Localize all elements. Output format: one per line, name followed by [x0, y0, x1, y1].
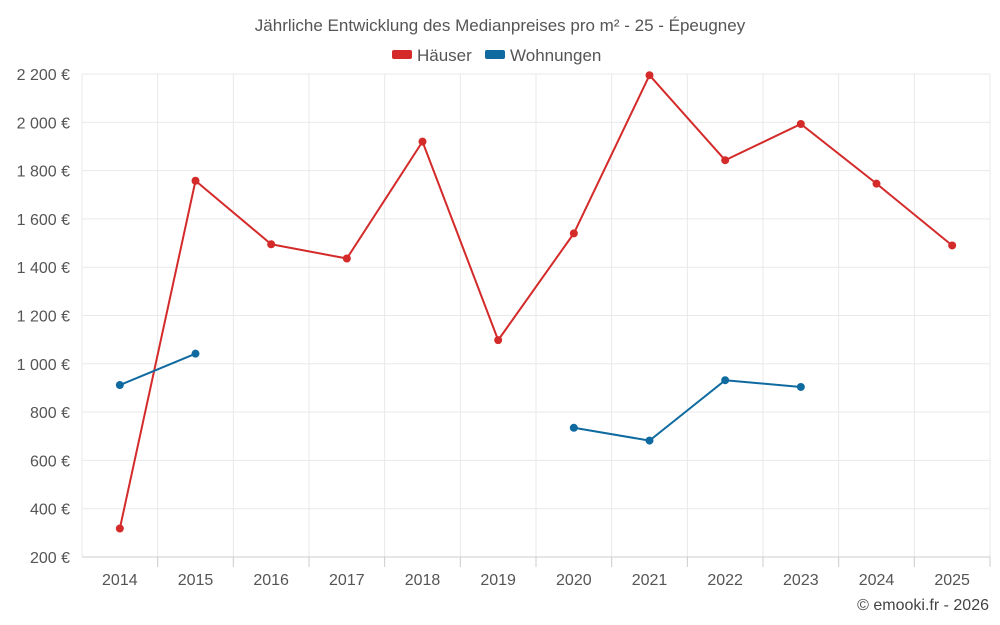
data-point[interactable]: [948, 241, 957, 250]
legend-swatch: [392, 50, 412, 59]
series-wohnungen: [115, 349, 805, 445]
y-tick-label: 800 €: [30, 405, 70, 422]
x-tick-label: 2025: [934, 572, 970, 589]
x-tick-label: 2024: [859, 572, 895, 589]
series-line: [573, 379, 801, 442]
legend-item[interactable]: Wohnungen: [485, 46, 601, 65]
series-häuser: [115, 71, 957, 533]
x-tick-label: 2019: [480, 572, 516, 589]
y-tick-label: 400 €: [30, 502, 70, 519]
y-tick-label: 2 200 €: [17, 67, 70, 84]
data-point[interactable]: [418, 137, 427, 146]
data-point[interactable]: [494, 336, 503, 345]
x-tick-label: 2016: [253, 572, 289, 589]
legend-label: Wohnungen: [510, 46, 601, 65]
legend-swatch: [485, 50, 505, 59]
data-point[interactable]: [645, 436, 654, 445]
grid: [81, 73, 991, 557]
x-tick-label: 2021: [632, 572, 668, 589]
credit-label: © emooki.fr - 2026: [857, 597, 989, 614]
data-point[interactable]: [872, 179, 881, 188]
y-tick-label: 1 000 €: [17, 357, 70, 374]
x-tick-label: 2017: [329, 572, 365, 589]
data-point[interactable]: [796, 119, 805, 128]
y-tick-label: 1 800 €: [17, 164, 70, 181]
y-tick-label: 2 000 €: [17, 115, 70, 132]
chart-title: Jährliche Entwicklung des Medianpreises …: [255, 16, 746, 35]
data-point[interactable]: [721, 156, 730, 165]
x-tick-label: 2018: [405, 572, 441, 589]
data-point[interactable]: [721, 376, 730, 385]
y-tick-label: 1 400 €: [17, 260, 70, 277]
data-point[interactable]: [191, 349, 200, 358]
data-point[interactable]: [267, 240, 276, 249]
series-line: [118, 74, 953, 529]
legend: Häuser Wohnungen: [392, 46, 601, 65]
data-point[interactable]: [342, 254, 351, 263]
series: [115, 71, 957, 533]
data-point[interactable]: [115, 381, 124, 390]
data-point[interactable]: [645, 71, 654, 80]
y-tick-label: 200 €: [30, 550, 70, 567]
x-tick-label: 2015: [178, 572, 214, 589]
axes: 200 € 400 € 600 € 800 € 1 000 € 1 200 € 1 400 …: [17, 67, 991, 589]
data-point[interactable]: [796, 382, 805, 391]
x-tick-label: 2022: [707, 572, 743, 589]
series-line: [119, 352, 196, 386]
x-tick-label: 2020: [556, 572, 592, 589]
y-tick-label: 600 €: [30, 453, 70, 470]
y-tick-label: 1 200 €: [17, 309, 70, 326]
x-tick-label: 2014: [102, 572, 138, 589]
data-point[interactable]: [569, 423, 578, 432]
legend-item[interactable]: Häuser: [392, 46, 472, 65]
legend-label: Häuser: [417, 46, 472, 65]
data-point[interactable]: [569, 229, 578, 238]
x-tick-label: 2023: [783, 572, 819, 589]
y-tick-label: 1 600 €: [17, 212, 70, 229]
data-point[interactable]: [191, 176, 200, 185]
data-point[interactable]: [115, 524, 124, 533]
